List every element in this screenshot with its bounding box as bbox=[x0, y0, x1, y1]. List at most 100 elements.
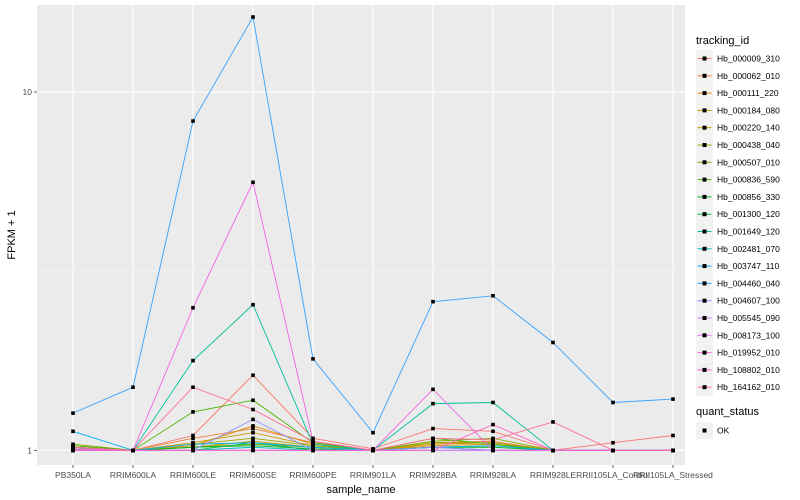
legend-key-point bbox=[702, 316, 707, 320]
legend-label: Hb_001649_120 bbox=[717, 227, 780, 237]
plot-panel bbox=[37, 5, 685, 465]
y-axis: 1 10 bbox=[23, 87, 37, 455]
legend-key-point bbox=[702, 212, 707, 217]
data-point bbox=[191, 436, 195, 441]
legend-label: Hb_000009_310 bbox=[717, 54, 780, 64]
x-tick-label: RRIM928BA bbox=[409, 470, 457, 480]
data-point bbox=[431, 436, 435, 441]
legend-key-point bbox=[702, 298, 707, 303]
legend-key-point bbox=[702, 229, 707, 234]
legend-label: Hb_004460_040 bbox=[717, 278, 780, 288]
x-tick-label: RRIM928LE bbox=[530, 470, 577, 480]
legend-label: Hb_008173_100 bbox=[717, 330, 780, 340]
data-point bbox=[251, 426, 255, 431]
data-point bbox=[551, 340, 555, 345]
x-tick-label: RRIM901LA bbox=[350, 470, 397, 480]
data-point bbox=[491, 293, 495, 298]
legend-label: Hb_019952_010 bbox=[717, 348, 780, 358]
legend-key-point bbox=[702, 281, 707, 286]
legend-items: Hb_000009_310 Hb_000062_010 Hb_000111_220 H… bbox=[696, 50, 780, 396]
x-tick-label: RRIM600PE bbox=[289, 470, 337, 480]
legend-key-point bbox=[702, 385, 707, 390]
data-point bbox=[311, 445, 315, 450]
data-point bbox=[611, 448, 615, 453]
data-point bbox=[191, 410, 195, 414]
legend-key-point bbox=[702, 177, 707, 182]
data-point bbox=[311, 448, 315, 453]
legend-key-point bbox=[702, 73, 707, 78]
x-tick-label: RRII105LA_Control bbox=[576, 470, 650, 480]
x-axis: PB350LA RRIM600LA RRIM600LE RRIM600SE RRIM60… bbox=[55, 465, 713, 480]
data-point bbox=[191, 358, 195, 363]
data-point bbox=[251, 15, 255, 19]
data-point bbox=[431, 387, 435, 392]
data-point bbox=[431, 448, 435, 453]
data-point bbox=[191, 445, 195, 450]
data-point bbox=[71, 445, 75, 450]
data-point bbox=[71, 411, 75, 415]
legend-key-point bbox=[702, 350, 707, 355]
data-point bbox=[251, 430, 255, 435]
data-point bbox=[671, 433, 675, 438]
data-point bbox=[491, 429, 495, 434]
data-point bbox=[251, 448, 255, 453]
data-point bbox=[431, 426, 435, 431]
grid-major bbox=[37, 5, 685, 465]
legend-label: Hb_005545_090 bbox=[717, 313, 780, 323]
y-tick-label: 1 bbox=[27, 445, 32, 455]
legend: tracking_id Hb_000009_310Hb_000062_010Hb… bbox=[696, 35, 780, 439]
x-tick-label: RRII105LA_Stressed bbox=[633, 470, 713, 480]
data-point bbox=[251, 302, 255, 307]
legend-key-point bbox=[702, 246, 707, 251]
legend-label: Hb_002481_070 bbox=[717, 244, 780, 254]
data-point bbox=[431, 439, 435, 444]
data-point bbox=[431, 299, 435, 304]
data-point bbox=[491, 448, 495, 453]
legend-label: Hb_003747_110 bbox=[717, 261, 780, 271]
legend-label: Hb_000507_010 bbox=[717, 157, 780, 167]
legend-label: Hb_164162_010 bbox=[717, 382, 780, 392]
legend-key-point bbox=[702, 56, 707, 61]
x-tick-label: RRIM600LA bbox=[110, 470, 157, 480]
legend-label: Hb_000836_590 bbox=[717, 175, 780, 185]
y-tick-label: 10 bbox=[23, 87, 33, 97]
data-point bbox=[191, 385, 195, 390]
legend-shape-title: quant_status bbox=[696, 406, 759, 418]
data-point bbox=[371, 448, 375, 453]
data-point bbox=[491, 400, 495, 405]
legend-label: Hb_000856_330 bbox=[717, 192, 780, 202]
data-point bbox=[551, 448, 555, 453]
data-point bbox=[251, 373, 255, 378]
x-tick-label: RRIM928LA bbox=[470, 470, 517, 480]
legend-label: Hb_004607_100 bbox=[717, 296, 780, 306]
data-point bbox=[431, 445, 435, 450]
legend-ok-point bbox=[702, 428, 707, 433]
legend-label: Hb_001300_120 bbox=[717, 209, 780, 219]
legend-label: Hb_000111_220 bbox=[717, 88, 779, 98]
legend-label: Hb_000184_080 bbox=[717, 105, 780, 115]
data-point bbox=[491, 443, 495, 448]
legend-color-title: tracking_id bbox=[696, 35, 749, 47]
data-point bbox=[251, 424, 255, 428]
data-point bbox=[491, 437, 495, 442]
legend-label: Hb_000220_140 bbox=[717, 123, 780, 133]
data-point bbox=[611, 400, 615, 405]
data-point bbox=[311, 442, 315, 447]
data-point bbox=[491, 422, 495, 427]
legend-ok-label: OK bbox=[717, 426, 730, 436]
legend-key-point bbox=[702, 367, 707, 372]
data-point bbox=[251, 440, 255, 445]
data-point bbox=[131, 448, 135, 453]
data-point bbox=[191, 442, 195, 447]
x-tick-label: PB350LA bbox=[55, 470, 91, 480]
legend-key-point bbox=[702, 125, 707, 130]
data-point bbox=[71, 448, 75, 453]
x-axis-title: sample_name bbox=[326, 484, 395, 496]
data-point bbox=[251, 180, 255, 185]
data-point bbox=[71, 429, 75, 434]
data-point bbox=[251, 417, 255, 422]
legend-label: Hb_108802_010 bbox=[717, 365, 780, 375]
data-point bbox=[251, 445, 255, 450]
series-points bbox=[71, 15, 675, 453]
